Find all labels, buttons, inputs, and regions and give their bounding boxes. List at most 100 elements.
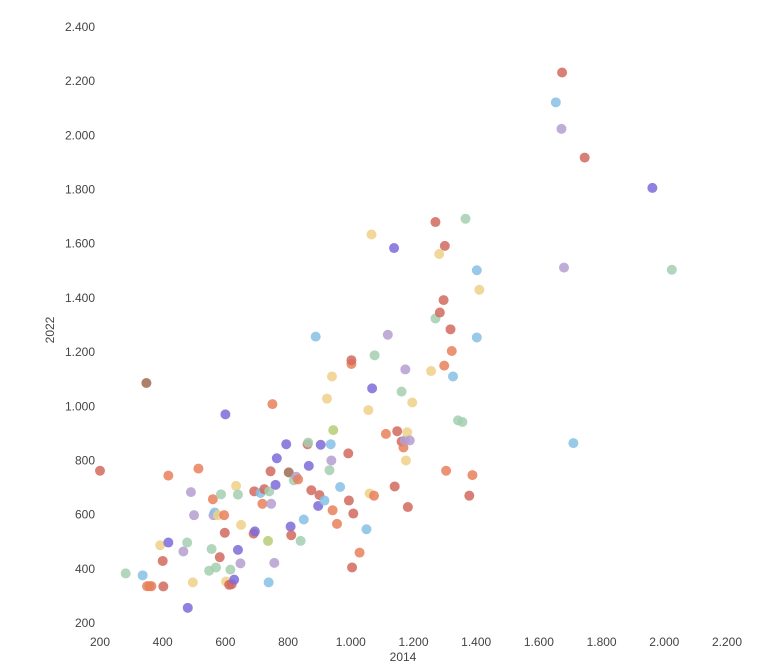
data-point[interactable]: [269, 557, 280, 568]
data-point[interactable]: [474, 284, 485, 295]
data-point[interactable]: [265, 466, 276, 477]
data-point[interactable]: [249, 526, 260, 537]
data-point[interactable]: [158, 581, 169, 592]
data-point[interactable]: [285, 521, 296, 532]
data-point[interactable]: [550, 97, 561, 108]
data-point[interactable]: [579, 152, 590, 163]
data-point[interactable]: [271, 453, 282, 464]
data-point[interactable]: [369, 350, 380, 361]
data-point[interactable]: [303, 437, 314, 448]
data-point[interactable]: [225, 564, 236, 575]
data-point[interactable]: [368, 490, 379, 501]
data-point[interactable]: [216, 489, 227, 500]
data-point[interactable]: [343, 448, 354, 459]
data-point[interactable]: [325, 439, 336, 450]
data-point[interactable]: [178, 546, 189, 557]
data-point[interactable]: [407, 397, 418, 408]
data-point[interactable]: [666, 264, 677, 275]
data-point[interactable]: [389, 481, 400, 492]
data-point[interactable]: [557, 67, 568, 78]
data-point[interactable]: [346, 355, 357, 366]
data-point[interactable]: [315, 439, 326, 450]
data-point[interactable]: [445, 324, 456, 335]
data-point[interactable]: [189, 510, 200, 521]
data-point[interactable]: [182, 537, 193, 548]
data-point[interactable]: [286, 530, 297, 541]
data-point[interactable]: [558, 262, 569, 273]
data-point[interactable]: [185, 487, 196, 498]
data-point[interactable]: [327, 505, 338, 516]
data-point[interactable]: [439, 240, 450, 251]
data-point[interactable]: [236, 519, 247, 530]
data-point[interactable]: [430, 217, 441, 228]
data-point[interactable]: [187, 577, 198, 588]
data-point[interactable]: [392, 426, 403, 437]
data-point[interactable]: [361, 524, 372, 535]
data-point[interactable]: [467, 470, 478, 481]
data-point[interactable]: [326, 455, 337, 466]
data-point[interactable]: [396, 386, 407, 397]
data-point[interactable]: [281, 439, 292, 450]
data-point[interactable]: [214, 552, 225, 563]
data-point[interactable]: [446, 346, 457, 357]
data-point[interactable]: [263, 577, 274, 588]
data-point[interactable]: [220, 409, 231, 420]
data-point[interactable]: [404, 435, 415, 446]
data-point[interactable]: [235, 558, 246, 569]
data-point[interactable]: [321, 393, 332, 404]
data-point[interactable]: [389, 243, 400, 254]
data-point[interactable]: [434, 249, 445, 260]
data-point[interactable]: [460, 213, 471, 224]
data-point[interactable]: [335, 482, 346, 493]
data-point[interactable]: [263, 535, 274, 546]
data-point[interactable]: [471, 332, 482, 343]
data-point[interactable]: [283, 467, 294, 478]
data-point[interactable]: [439, 360, 450, 371]
data-point[interactable]: [647, 182, 658, 193]
data-point[interactable]: [310, 331, 321, 342]
data-point[interactable]: [257, 498, 268, 509]
data-point[interactable]: [328, 425, 339, 436]
data-point[interactable]: [400, 364, 411, 375]
data-point[interactable]: [363, 405, 374, 416]
data-point[interactable]: [457, 416, 468, 427]
data-point[interactable]: [120, 568, 131, 579]
data-point[interactable]: [326, 371, 337, 382]
data-point[interactable]: [434, 307, 445, 318]
data-point[interactable]: [464, 490, 475, 501]
data-point[interactable]: [471, 265, 482, 276]
data-point[interactable]: [303, 460, 314, 471]
data-point[interactable]: [219, 527, 230, 538]
data-point[interactable]: [146, 581, 157, 592]
data-point[interactable]: [295, 535, 306, 546]
data-point[interactable]: [438, 295, 449, 306]
data-point[interactable]: [270, 479, 281, 490]
data-point[interactable]: [354, 547, 365, 558]
data-point[interactable]: [163, 470, 174, 481]
data-point[interactable]: [441, 465, 452, 476]
data-point[interactable]: [182, 602, 193, 613]
data-point[interactable]: [232, 544, 243, 555]
data-point[interactable]: [556, 123, 567, 134]
data-point[interactable]: [306, 485, 317, 496]
data-point[interactable]: [382, 329, 393, 340]
data-point[interactable]: [348, 508, 359, 519]
data-point[interactable]: [448, 371, 459, 382]
data-point[interactable]: [402, 427, 413, 438]
data-point[interactable]: [95, 465, 105, 476]
data-point[interactable]: [219, 510, 230, 521]
data-point[interactable]: [232, 489, 243, 500]
data-point[interactable]: [229, 574, 240, 585]
data-point[interactable]: [367, 383, 378, 394]
data-point[interactable]: [293, 474, 304, 485]
data-point[interactable]: [206, 544, 217, 555]
data-point[interactable]: [193, 463, 204, 474]
data-point[interactable]: [141, 377, 152, 388]
data-point[interactable]: [366, 229, 377, 240]
data-point[interactable]: [210, 562, 221, 573]
data-point[interactable]: [264, 486, 275, 497]
data-point[interactable]: [163, 537, 174, 548]
data-point[interactable]: [347, 562, 358, 573]
data-point[interactable]: [155, 540, 166, 551]
data-point[interactable]: [426, 366, 437, 377]
